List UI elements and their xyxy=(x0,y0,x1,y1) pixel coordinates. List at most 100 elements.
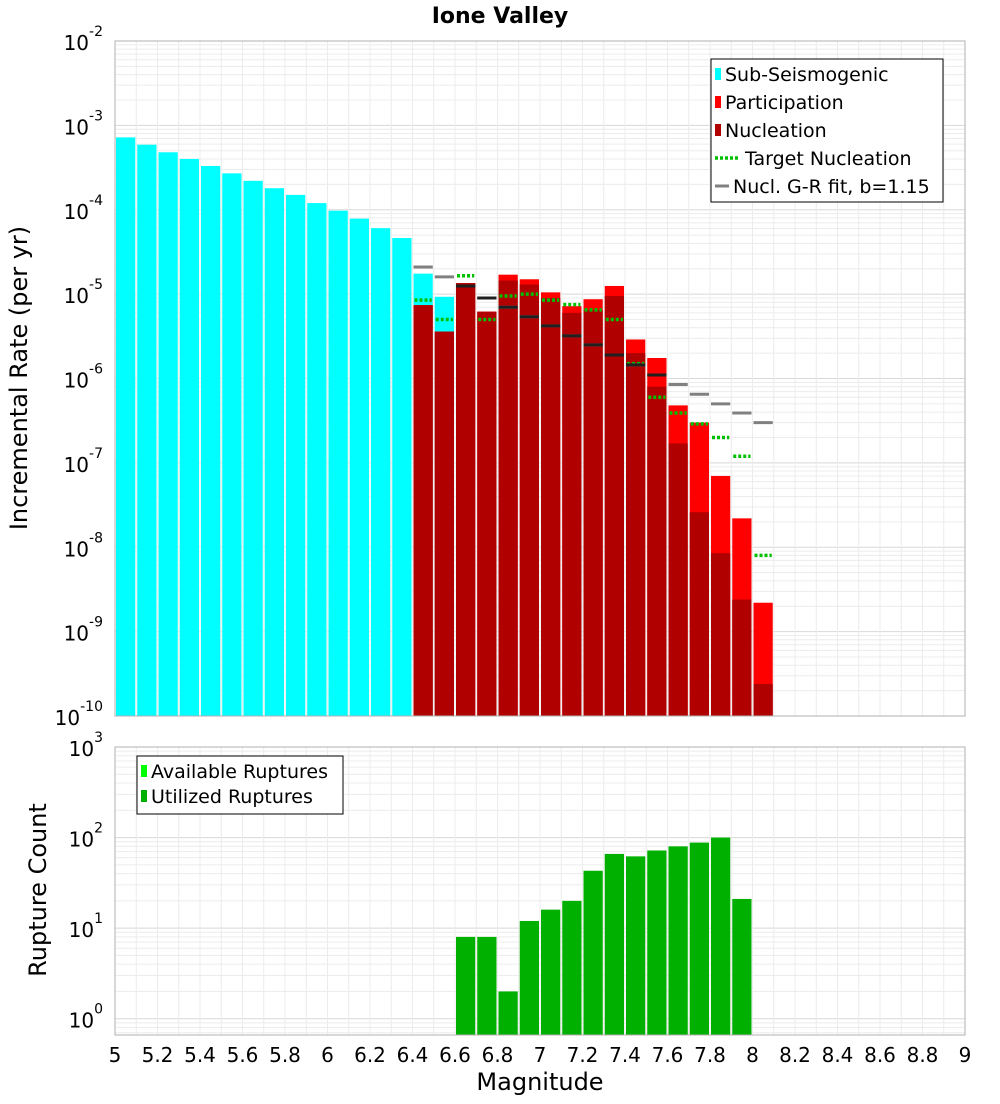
bar-sub-seismogenic xyxy=(264,188,284,716)
bar-utilized-ruptures xyxy=(541,909,561,1035)
legend-label: Participation xyxy=(725,92,844,114)
y-axis-label-count: Rupture Count xyxy=(24,803,52,977)
y-tick-label: 10-8 xyxy=(64,530,103,561)
bar-utilized-ruptures xyxy=(604,853,624,1035)
x-tick-label: 6.2 xyxy=(354,1043,386,1067)
bar-sub-seismogenic xyxy=(328,210,348,716)
y-tick-label: 102 xyxy=(69,821,103,852)
y-tick-label: 10-9 xyxy=(64,615,103,646)
y-tick-label: 10-10 xyxy=(55,699,103,730)
y-tick-label: 10-6 xyxy=(64,362,104,393)
bar-sub-seismogenic xyxy=(179,158,199,716)
plot-frame xyxy=(114,746,966,1036)
legend-swatch xyxy=(715,124,721,136)
legend-label: Nucl. G-R fit, b=1.15 xyxy=(733,176,930,198)
legend-swatch xyxy=(715,96,721,108)
bar-nucleation xyxy=(477,311,497,716)
bar-sub-seismogenic xyxy=(137,144,157,716)
y-tick-label: 100 xyxy=(69,1002,103,1033)
data-layer xyxy=(116,137,773,716)
bar-utilized-ruptures xyxy=(626,856,646,1035)
bar-sub-seismogenic xyxy=(371,228,391,716)
bar-sub-seismogenic xyxy=(243,180,263,716)
y-tick-label: 10-4 xyxy=(64,193,104,224)
y-tick-label: 10-5 xyxy=(64,277,103,308)
bar-utilized-ruptures xyxy=(647,850,667,1035)
x-tick-label: 8.6 xyxy=(864,1043,896,1067)
bar-nucleation xyxy=(498,280,518,716)
x-tick-label: 5.4 xyxy=(184,1043,216,1067)
bar-nucleation xyxy=(519,284,539,716)
panel-0: 10-2 10-3 10-4 10-5 10-6 10-7 10-8 10-9 10-10 Sub… xyxy=(55,24,966,730)
x-tick-label: 5.8 xyxy=(269,1043,301,1067)
legend-box xyxy=(710,58,944,203)
x-tick-label: 6.6 xyxy=(439,1043,471,1067)
bar-utilized-ruptures xyxy=(583,870,603,1035)
x-tick-label: 7.4 xyxy=(609,1043,641,1067)
bar-nucleation xyxy=(647,386,667,716)
bar-nucleation xyxy=(668,443,688,716)
x-tick-label: 8.2 xyxy=(779,1043,811,1067)
bar-nucleation xyxy=(604,296,624,716)
x-tick-label: 7.2 xyxy=(567,1043,599,1067)
x-tick-label: 8.4 xyxy=(822,1043,854,1067)
bar-sub-seismogenic xyxy=(201,166,221,716)
bar-utilized-ruptures xyxy=(498,991,518,1035)
x-tick-label: 7.6 xyxy=(652,1043,684,1067)
legend-label: Utilized Ruptures xyxy=(151,786,313,808)
bar-sub-seismogenic xyxy=(307,203,327,716)
legend: Sub-Seismogenic Participation Nucleation Ta… xyxy=(710,58,944,203)
bar-nucleation xyxy=(541,297,561,716)
y-tick-label: 10-2 xyxy=(64,24,103,55)
x-tick-label: 5.2 xyxy=(142,1043,174,1067)
y-tick-label: 101 xyxy=(69,911,103,942)
bar-nucleation xyxy=(732,599,752,716)
x-tick-label: 6.4 xyxy=(397,1043,429,1067)
legend-swatch xyxy=(715,68,721,80)
bar-utilized-ruptures xyxy=(562,900,582,1035)
bar-utilized-ruptures xyxy=(456,936,476,1035)
legend-label: Available Ruptures xyxy=(151,761,328,783)
y-tick-label: 10-3 xyxy=(64,108,103,139)
panel-1: 103 102 101 100 Available Ruptures Utilized R… xyxy=(69,730,966,1036)
bar-nucleation xyxy=(753,683,773,716)
plot-frame xyxy=(114,40,966,717)
bar-sub-seismogenic xyxy=(158,152,178,716)
x-tick-label: 7.8 xyxy=(694,1043,726,1067)
chart-title: Ione Valley xyxy=(432,4,569,29)
bar-utilized-ruptures xyxy=(689,842,709,1035)
x-tick-label: 9 xyxy=(959,1043,972,1067)
bar-nucleation xyxy=(583,309,603,716)
legend-box xyxy=(136,755,344,815)
bar-nucleation xyxy=(456,283,476,716)
y-tick-label: 103 xyxy=(69,730,103,761)
x-tick-label: 8 xyxy=(746,1043,759,1067)
bar-nucleation xyxy=(626,353,646,716)
data-layer xyxy=(456,837,752,1035)
x-axis-label: Magnitude xyxy=(476,1068,603,1096)
bar-utilized-ruptures xyxy=(668,846,688,1035)
y-axis-label-rate: Incremental Rate (per yr) xyxy=(5,226,33,530)
bar-sub-seismogenic xyxy=(392,238,412,716)
x-tick-label: 5 xyxy=(109,1043,122,1067)
bar-nucleation xyxy=(413,305,433,716)
legend: Available Ruptures Utilized Ruptures xyxy=(136,755,344,815)
legend-swatch xyxy=(141,790,147,802)
bar-nucleation xyxy=(711,553,731,716)
bar-nucleation xyxy=(689,512,709,716)
y-tick-label: 10-7 xyxy=(64,446,103,477)
bar-utilized-ruptures xyxy=(519,920,539,1035)
bar-sub-seismogenic xyxy=(349,218,369,716)
legend-label: Nucleation xyxy=(725,120,827,142)
bar-nucleation xyxy=(434,331,454,716)
bar-sub-seismogenic xyxy=(222,173,242,716)
plot-layer: 5 5.2 5.4 5.6 5.8 6 6.2 6.4 6.6 6.8 7 7.2 7.4 7.6 7.8 8… xyxy=(55,24,972,1067)
legend-label: Target Nucleation xyxy=(744,148,912,170)
x-tick-label: 5.6 xyxy=(227,1043,259,1067)
x-tick-label: 6 xyxy=(321,1043,334,1067)
bar-utilized-ruptures xyxy=(732,898,752,1035)
bar-utilized-ruptures xyxy=(477,936,497,1035)
bar-sub-seismogenic xyxy=(286,194,306,716)
